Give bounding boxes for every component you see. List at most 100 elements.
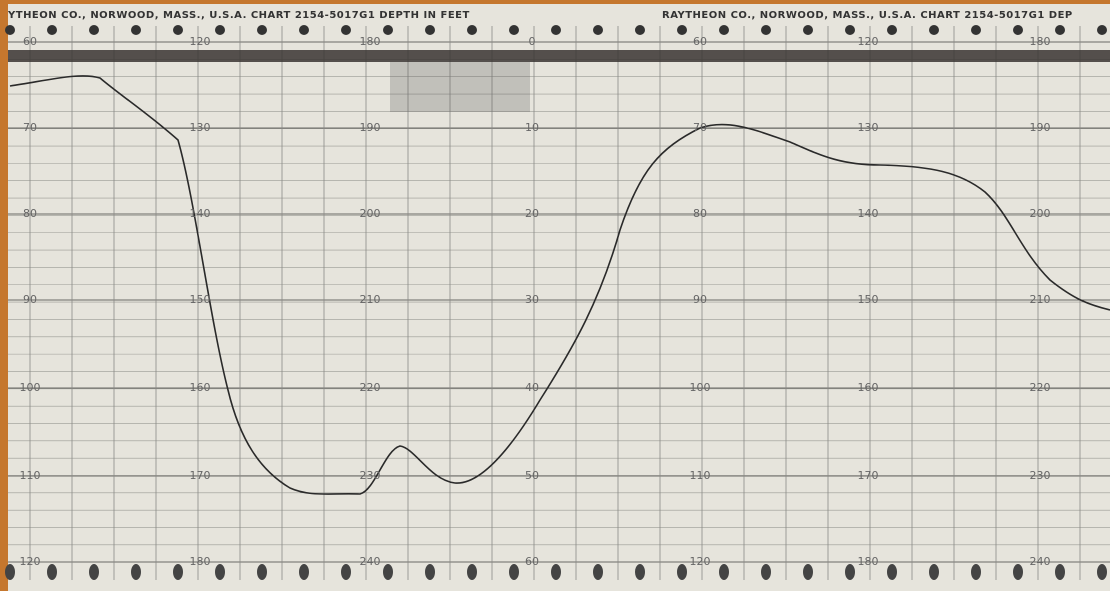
hole-bottom xyxy=(593,564,603,580)
hole-bottom xyxy=(677,564,687,580)
hole-bottom xyxy=(467,564,477,580)
depth-label: 120 xyxy=(690,555,711,568)
depth-label: 140 xyxy=(858,207,879,220)
hole-bottom xyxy=(425,564,435,580)
hole-top xyxy=(1013,25,1023,35)
depth-label: 240 xyxy=(360,555,381,568)
hole-top xyxy=(803,25,813,35)
depth-label: 170 xyxy=(858,469,879,482)
depth-label: 80 xyxy=(23,207,37,220)
hole-top xyxy=(5,25,15,35)
hole-top xyxy=(131,25,141,35)
depth-label: 110 xyxy=(20,469,41,482)
hole-bottom xyxy=(971,564,981,580)
depth-label: 90 xyxy=(23,293,37,306)
depth-label: 180 xyxy=(190,555,211,568)
hole-bottom xyxy=(887,564,897,580)
depth-label: 120 xyxy=(190,35,211,48)
depth-label: 110 xyxy=(690,469,711,482)
hole-bottom xyxy=(257,564,267,580)
hole-top xyxy=(467,25,477,35)
header-left: YTHEON CO., NORWOOD, MASS., U.S.A. CHART… xyxy=(7,10,470,21)
depth-label: 220 xyxy=(1030,381,1051,394)
hole-bottom xyxy=(341,564,351,580)
hole-top xyxy=(341,25,351,35)
page: YTHEON CO., NORWOOD, MASS., U.S.A. CHART… xyxy=(0,0,1110,591)
hole-bottom xyxy=(89,564,99,580)
hole-top xyxy=(719,25,729,35)
hole-bottom xyxy=(551,564,561,580)
depth-label: 150 xyxy=(190,293,211,306)
hole-bottom xyxy=(1097,564,1107,580)
hole-bottom xyxy=(509,564,519,580)
hole-top xyxy=(635,25,645,35)
hole-bottom xyxy=(47,564,57,580)
hole-bottom xyxy=(845,564,855,580)
depth-label: 40 xyxy=(525,381,539,394)
hole-bottom xyxy=(173,564,183,580)
depth-label: 180 xyxy=(1030,35,1051,48)
sounding-chart: YTHEON CO., NORWOOD, MASS., U.S.A. CHART… xyxy=(0,0,1110,591)
hole-bottom xyxy=(635,564,645,580)
outgoing-pulse-band xyxy=(8,50,1110,62)
depth-label: 100 xyxy=(20,381,41,394)
hole-bottom xyxy=(5,564,15,580)
depth-label: 120 xyxy=(858,35,879,48)
hole-top xyxy=(551,25,561,35)
depth-label: 180 xyxy=(858,555,879,568)
hole-bottom xyxy=(1055,564,1065,580)
depth-label: 230 xyxy=(1030,469,1051,482)
hole-top xyxy=(425,25,435,35)
hole-bottom xyxy=(929,564,939,580)
depth-label: 20 xyxy=(525,207,539,220)
depth-label: 190 xyxy=(1030,121,1051,134)
depth-label: 100 xyxy=(690,381,711,394)
hole-top xyxy=(887,25,897,35)
depth-label: 70 xyxy=(23,121,37,134)
depth-label: 140 xyxy=(190,207,211,220)
depth-label: 120 xyxy=(20,555,41,568)
depth-label: 130 xyxy=(190,121,211,134)
hole-bottom xyxy=(299,564,309,580)
hole-top xyxy=(845,25,855,35)
depth-label: 160 xyxy=(858,381,879,394)
hole-top xyxy=(593,25,603,35)
hole-top xyxy=(509,25,519,35)
depth-label: 170 xyxy=(190,469,211,482)
hole-top xyxy=(89,25,99,35)
hole-bottom xyxy=(131,564,141,580)
hole-top xyxy=(929,25,939,35)
depth-label: 190 xyxy=(360,121,381,134)
paper xyxy=(8,4,1110,591)
depth-label: 150 xyxy=(858,293,879,306)
depth-label: 220 xyxy=(360,381,381,394)
hole-top xyxy=(215,25,225,35)
hole-top xyxy=(257,25,267,35)
hole-bottom xyxy=(719,564,729,580)
surface-noise xyxy=(390,62,530,112)
hole-top xyxy=(383,25,393,35)
hole-top xyxy=(1097,25,1107,35)
depth-label: 60 xyxy=(525,555,539,568)
depth-label: 180 xyxy=(360,35,381,48)
depth-label: 230 xyxy=(360,469,381,482)
hole-top xyxy=(47,25,57,35)
depth-label: 60 xyxy=(693,35,707,48)
depth-label: 200 xyxy=(1030,207,1051,220)
depth-label: 70 xyxy=(693,121,707,134)
hole-bottom xyxy=(803,564,813,580)
hole-bottom xyxy=(1013,564,1023,580)
depth-label: 90 xyxy=(693,293,707,306)
depth-label: 160 xyxy=(190,381,211,394)
depth-label: 50 xyxy=(525,469,539,482)
hole-top xyxy=(761,25,771,35)
depth-label: 130 xyxy=(858,121,879,134)
depth-label: 210 xyxy=(1030,293,1051,306)
depth-label: 80 xyxy=(693,207,707,220)
depth-label: 10 xyxy=(525,121,539,134)
depth-label: 200 xyxy=(360,207,381,220)
hole-bottom xyxy=(761,564,771,580)
depth-label: 0 xyxy=(529,35,536,48)
hole-top xyxy=(1055,25,1065,35)
hole-top xyxy=(299,25,309,35)
